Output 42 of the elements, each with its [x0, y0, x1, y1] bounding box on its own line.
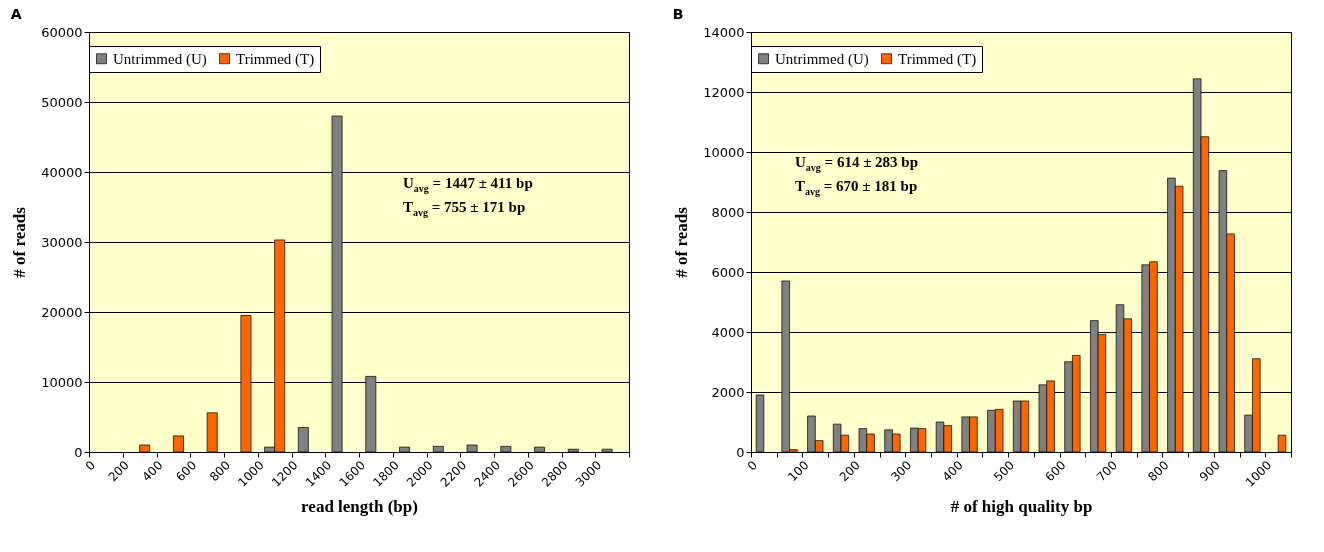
y-tick-label: 50000	[41, 94, 83, 110]
x-tick-label: 500	[991, 458, 1018, 485]
x-tick-label: 800	[206, 458, 233, 485]
x-tick-label: 900	[1196, 458, 1223, 485]
x-tick-label: 400	[139, 458, 166, 485]
annotation: T$_{avg}$ = 755 ± 171 bp	[403, 198, 526, 220]
legend-label: Trimmed (T)	[898, 50, 977, 68]
legend-label: Trimmed (T)	[236, 50, 315, 68]
y-tick-label: 10000	[703, 144, 745, 160]
annotation: T$_{avg}$ = 670 ± 181 bp	[795, 177, 918, 199]
y-tick-label: 0	[74, 444, 83, 460]
x-tick-label: 400	[939, 458, 966, 485]
x-tick-label: 300	[888, 458, 915, 485]
x-tick-label: 600	[1042, 458, 1069, 485]
y-axis-title: # of reads	[672, 206, 692, 278]
y-tick-label: 8000	[711, 204, 745, 220]
y-axis-title: # of reads	[10, 206, 30, 278]
x-axis-title: read length (bp)	[301, 496, 418, 516]
x-tick-label: 700	[1093, 458, 1120, 485]
y-tick-label: 0	[736, 444, 745, 460]
legend-label: Untrimmed (U)	[775, 50, 869, 68]
x-tick-label: 100	[785, 458, 812, 485]
x-tick-label: 600	[173, 458, 200, 485]
chart-title: B	[672, 6, 684, 22]
y-tick-label: 4000	[711, 324, 745, 340]
annotation: U$_{avg}$ = 614 ± 283 bp	[795, 154, 919, 173]
y-tick-label: 10000	[41, 374, 83, 390]
y-tick-label: 40000	[41, 164, 83, 180]
x-tick-label: 800	[1145, 458, 1172, 485]
annotation: U$_{avg}$ = 1447 ± 411 bp	[403, 175, 533, 194]
x-tick-label: 0	[82, 458, 98, 474]
x-axis-title: # of high quality bp	[950, 496, 1093, 516]
y-tick-label: 60000	[41, 24, 83, 40]
y-tick-label: 20000	[41, 304, 83, 320]
legend-label: Untrimmed (U)	[113, 50, 207, 68]
y-tick-label: 2000	[711, 384, 745, 400]
y-tick-label: 30000	[41, 234, 83, 250]
x-tick-label: 0	[744, 458, 760, 474]
chart-title: A	[10, 6, 22, 22]
y-tick-label: 14000	[703, 24, 745, 40]
y-tick-label: 12000	[703, 84, 745, 100]
y-tick-label: 6000	[711, 264, 745, 280]
